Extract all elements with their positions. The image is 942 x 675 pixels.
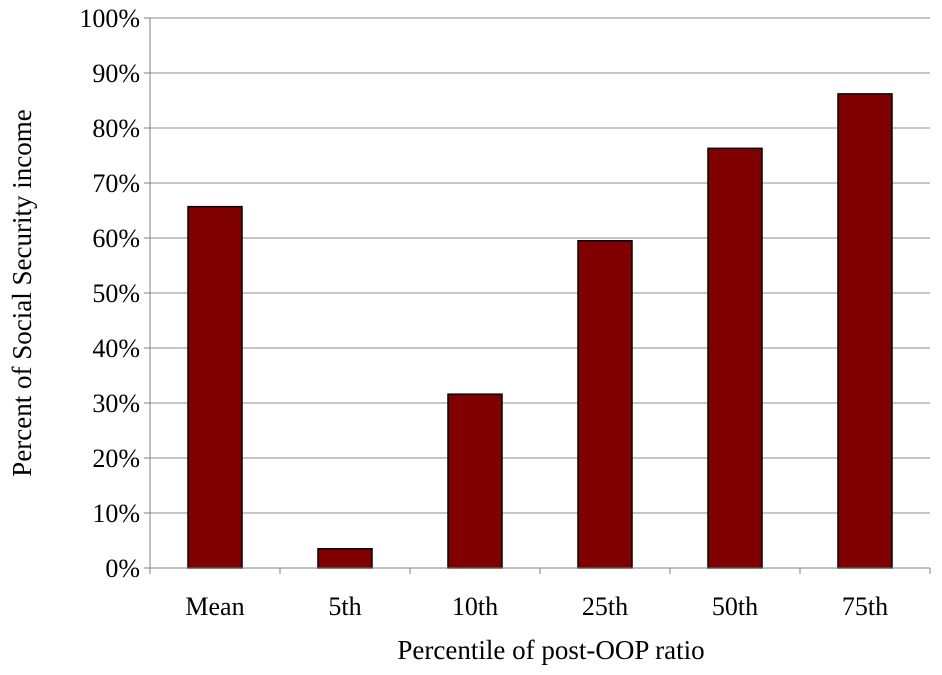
- x-tick-label: 75th: [842, 592, 888, 621]
- bar-10th: [447, 393, 503, 569]
- y-tick-label: 60%: [92, 224, 140, 253]
- x-tick-label: 5th: [328, 592, 361, 621]
- y-tick-label: 100%: [79, 4, 140, 33]
- x-tick-label: 50th: [712, 592, 758, 621]
- x-axis-label: Percentile of post-OOP ratio: [397, 635, 704, 665]
- bar-50th: [707, 147, 763, 569]
- y-tick-label: 70%: [92, 169, 140, 198]
- bar-25th: [577, 240, 633, 569]
- bar-5th: [317, 548, 373, 569]
- y-axis-label: Percent of Social Security income: [7, 109, 37, 476]
- y-tick-label: 0%: [105, 554, 140, 583]
- axes: [144, 17, 931, 574]
- x-tick-label: 10th: [452, 592, 498, 621]
- bar-mean: [187, 205, 243, 569]
- y-tick-label: 90%: [92, 59, 140, 88]
- bar-75th: [837, 93, 893, 569]
- y-tick-label: 40%: [92, 334, 140, 363]
- y-tick-label: 10%: [92, 499, 140, 528]
- y-tick-labels: 0% 10% 20% 30% 40% 50% 60% 70% 80% 90% 100%: [79, 4, 140, 583]
- x-tick-label: 25th: [582, 592, 628, 621]
- x-tick-labels: Mean 5th 10th 25th 50th 75th: [185, 592, 888, 621]
- y-tick-label: 30%: [92, 389, 140, 418]
- y-tick-label: 50%: [92, 279, 140, 308]
- y-tick-label: 80%: [92, 114, 140, 143]
- bars: [187, 93, 893, 569]
- y-tick-label: 20%: [92, 444, 140, 473]
- x-tick-label: Mean: [185, 592, 244, 621]
- gridlines: [150, 17, 930, 514]
